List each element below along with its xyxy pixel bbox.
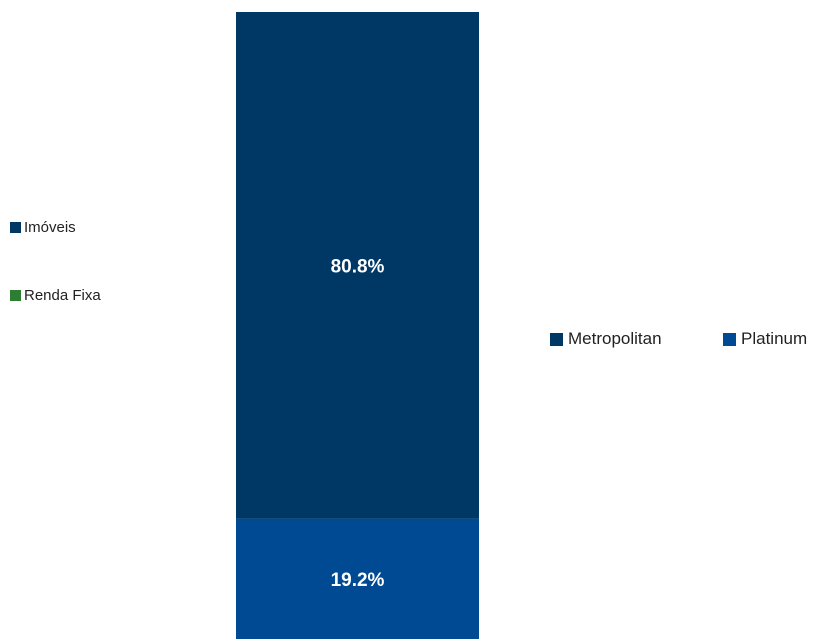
bar-segment-platinum <box>236 518 479 639</box>
legend-label-platinum: Platinum <box>741 329 808 348</box>
legend-label-metropolitan: Metropolitan <box>568 329 662 348</box>
data-label-platinum: 19.2% <box>331 570 385 591</box>
bar-segment-metropolitan <box>236 12 479 519</box>
legend-swatch-imoveis <box>10 222 21 233</box>
legend-left-item-renda-fixa: Renda Fixa <box>10 287 101 304</box>
legend-right-item-platinum: Platinum <box>723 329 807 349</box>
legend-label-renda-fixa: Renda Fixa <box>24 287 101 304</box>
legend-swatch-metropolitan <box>550 332 563 346</box>
legend-label-imoveis: Imóveis <box>24 219 76 236</box>
legend-swatch-platinum <box>723 332 736 346</box>
data-label-metropolitan: 80.8% <box>331 256 385 277</box>
legend-left-item-imoveis: Imóveis <box>10 219 76 236</box>
legend-right-item-metropolitan: Metropolitan <box>550 329 662 349</box>
legend-swatch-renda-fixa <box>10 290 21 301</box>
